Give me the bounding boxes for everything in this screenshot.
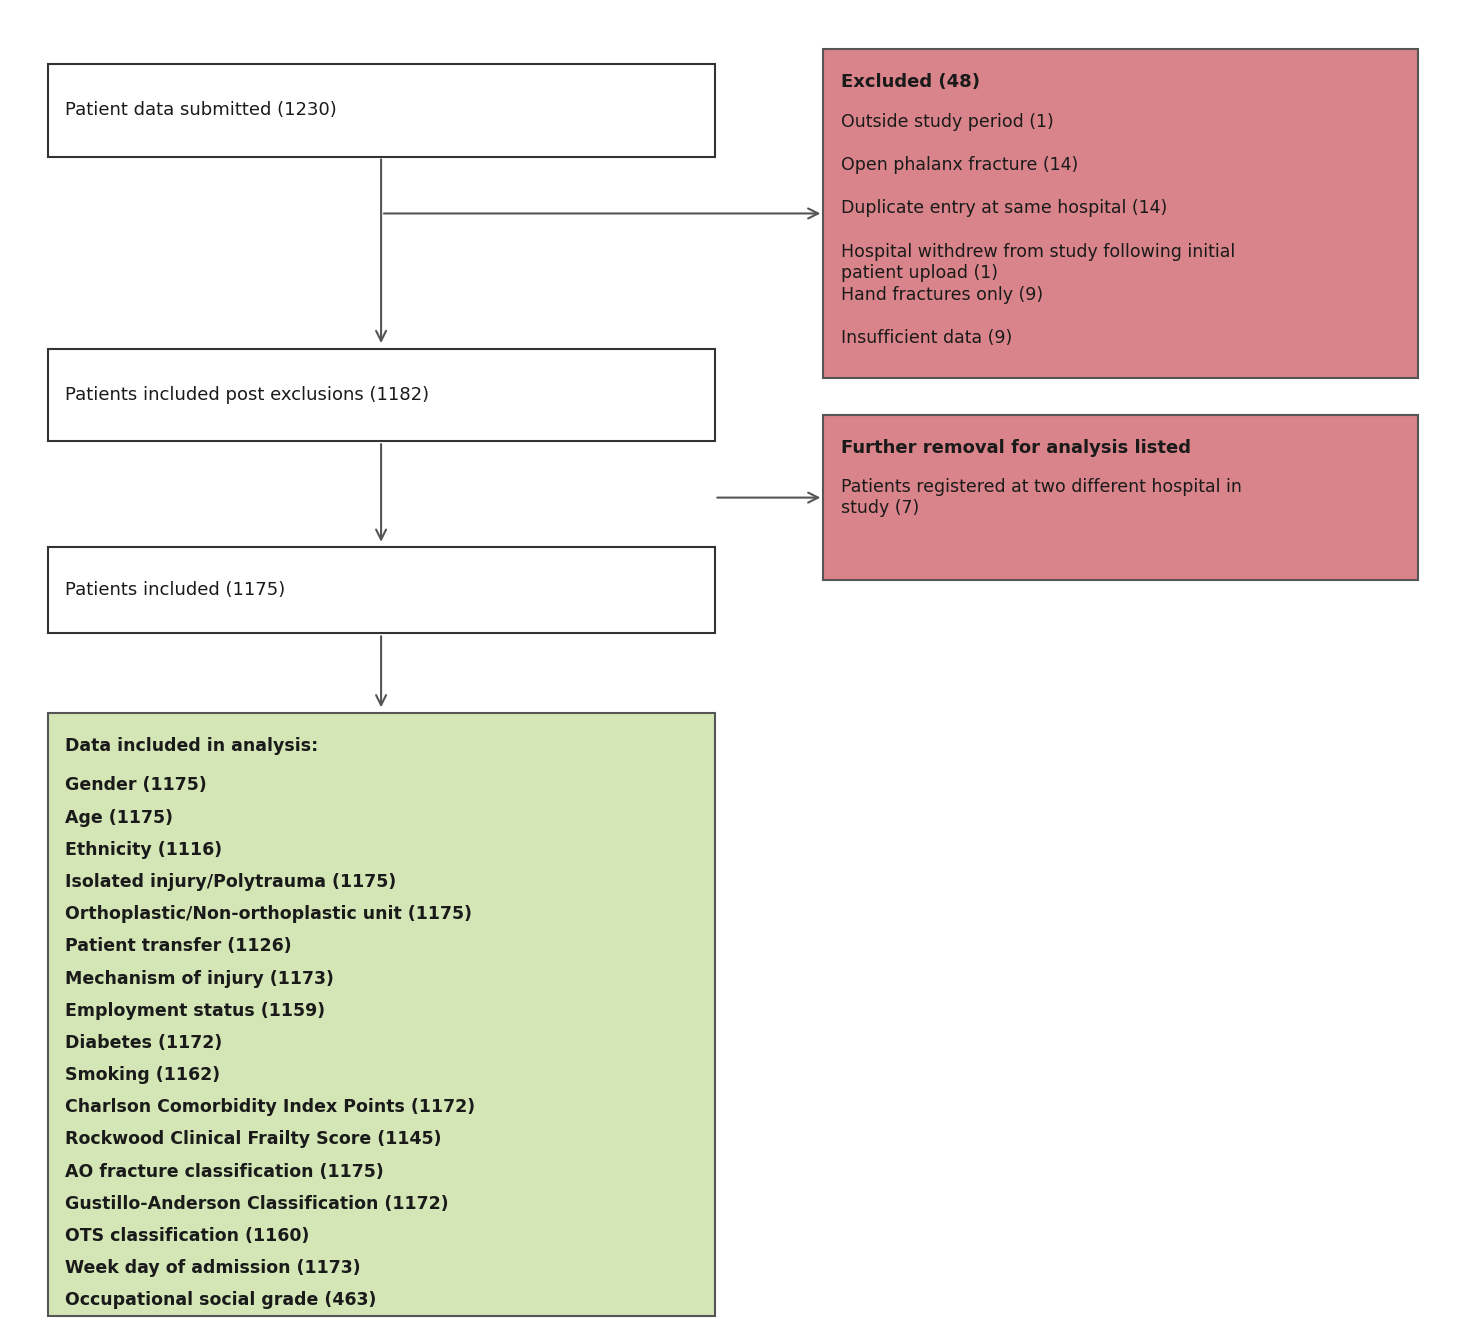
- FancyBboxPatch shape: [824, 415, 1417, 580]
- Text: Duplicate entry at same hospital (14): Duplicate entry at same hospital (14): [841, 200, 1166, 217]
- Text: Further removal for analysis listed: Further removal for analysis listed: [841, 439, 1191, 457]
- Text: Isolated injury/Polytrauma (1175): Isolated injury/Polytrauma (1175): [66, 873, 397, 890]
- Text: OTS classification (1160): OTS classification (1160): [66, 1226, 309, 1245]
- Text: Patient transfer (1126): Patient transfer (1126): [66, 937, 292, 956]
- Text: AO fracture classification (1175): AO fracture classification (1175): [66, 1162, 383, 1181]
- Text: Diabetes (1172): Diabetes (1172): [66, 1034, 222, 1052]
- Text: Gender (1175): Gender (1175): [66, 776, 207, 794]
- Text: Rockwood Clinical Frailty Score (1145): Rockwood Clinical Frailty Score (1145): [66, 1130, 442, 1149]
- Text: Patient data submitted (1230): Patient data submitted (1230): [66, 101, 337, 119]
- Text: Patients registered at two different hospital in
study (7): Patients registered at two different hos…: [841, 479, 1242, 517]
- Text: Charlson Comorbidity Index Points (1172): Charlson Comorbidity Index Points (1172): [66, 1098, 475, 1116]
- FancyBboxPatch shape: [48, 349, 714, 441]
- Text: Smoking (1162): Smoking (1162): [66, 1066, 220, 1084]
- Text: Hand fractures only (9): Hand fractures only (9): [841, 287, 1042, 304]
- FancyBboxPatch shape: [48, 64, 714, 156]
- Text: Data included in analysis:: Data included in analysis:: [66, 737, 318, 754]
- FancyBboxPatch shape: [48, 548, 714, 633]
- Text: Orthoplastic/Non-orthoplastic unit (1175): Orthoplastic/Non-orthoplastic unit (1175…: [66, 905, 472, 924]
- Text: Patients included (1175): Patients included (1175): [66, 581, 286, 600]
- FancyBboxPatch shape: [48, 713, 714, 1316]
- Text: Excluded (48): Excluded (48): [841, 73, 980, 91]
- Text: Week day of admission (1173): Week day of admission (1173): [66, 1260, 360, 1277]
- Text: Open phalanx fracture (14): Open phalanx fracture (14): [841, 156, 1077, 175]
- Text: Outside study period (1): Outside study period (1): [841, 113, 1053, 131]
- Text: Patients included post exclusions (1182): Patients included post exclusions (1182): [66, 387, 429, 404]
- Text: Hospital withdrew from study following initial
patient upload (1): Hospital withdrew from study following i…: [841, 243, 1235, 281]
- Text: Ethnicity (1116): Ethnicity (1116): [66, 841, 222, 858]
- FancyBboxPatch shape: [824, 49, 1417, 377]
- Text: Employment status (1159): Employment status (1159): [66, 1001, 325, 1020]
- Text: Occupational social grade (463): Occupational social grade (463): [66, 1292, 376, 1309]
- Text: Age (1175): Age (1175): [66, 809, 174, 826]
- Text: Insufficient data (9): Insufficient data (9): [841, 329, 1012, 348]
- Text: Mechanism of injury (1173): Mechanism of injury (1173): [66, 969, 334, 988]
- Text: Gustillo-Anderson Classification (1172): Gustillo-Anderson Classification (1172): [66, 1194, 449, 1213]
